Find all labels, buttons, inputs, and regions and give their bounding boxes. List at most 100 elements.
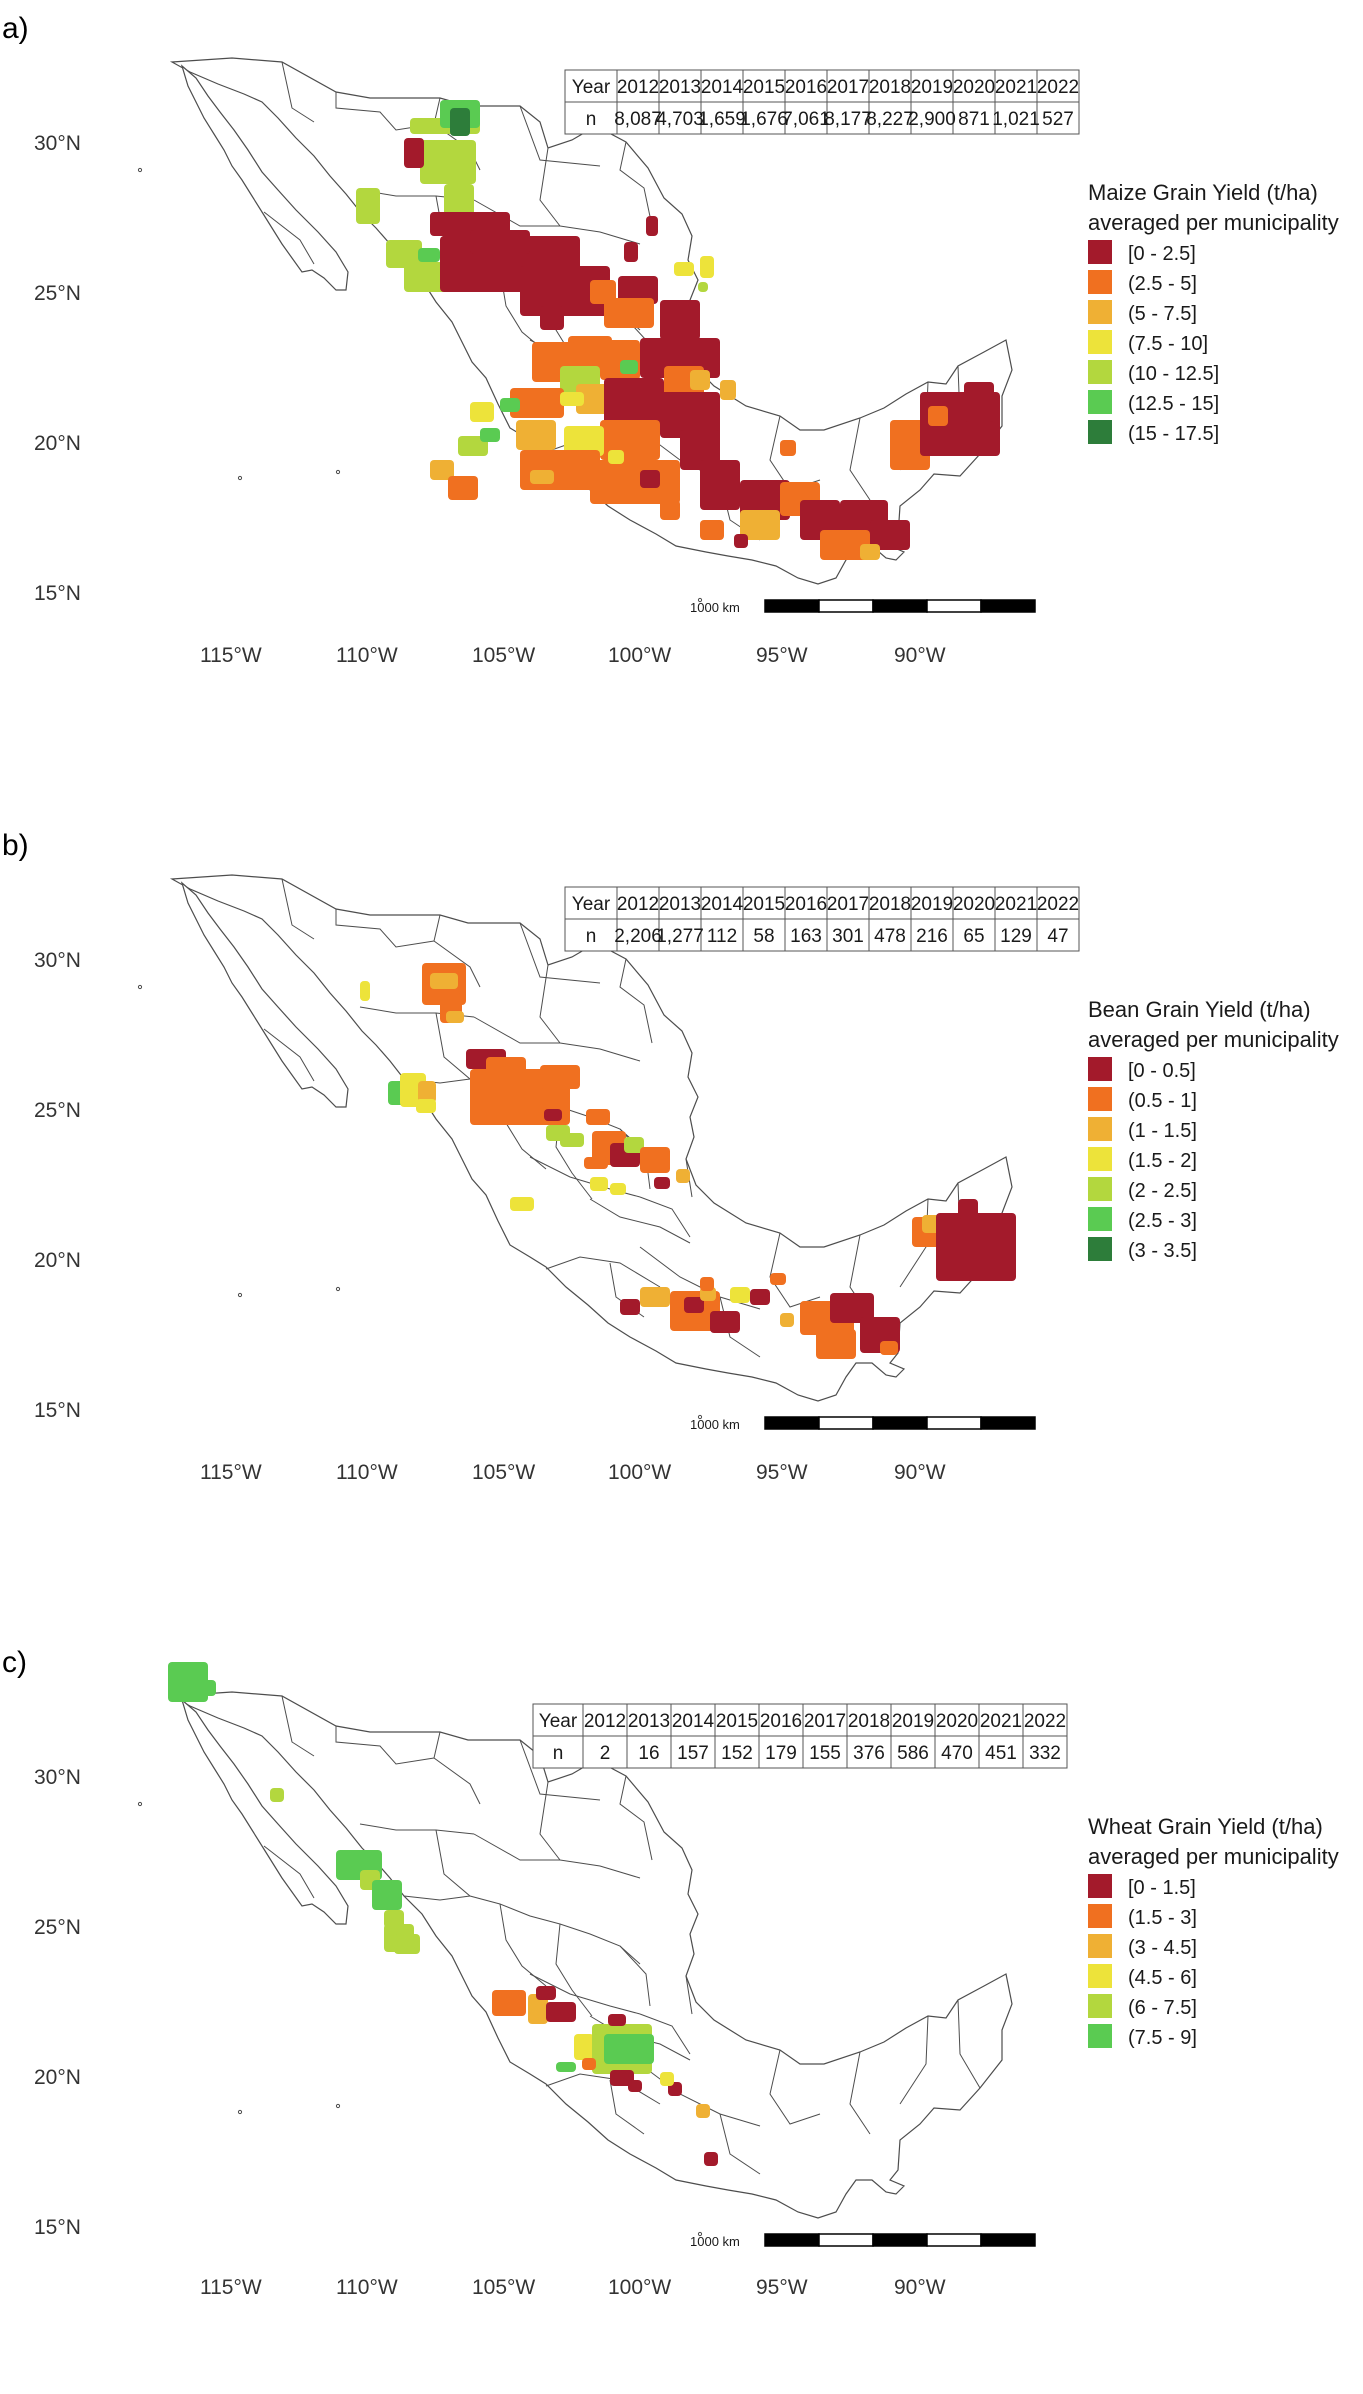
island [335,1286,341,1292]
scale-bar-segment [818,2233,874,2247]
yield-region [430,460,454,480]
state-border [473,1833,641,1879]
table-year-cell: 2021 [995,894,1037,915]
yield-region [384,1910,404,1928]
yield-region [520,266,610,316]
legend-swatch [1088,240,1112,264]
table-count-cell: 2,206 [614,926,662,947]
yield-region [200,1680,216,1696]
legend-label: (7.5 - 9] [1128,2027,1197,2049]
table-count-cell: 470 [941,1743,973,1764]
island [697,597,703,603]
table-count-cell: 332 [1029,1743,1061,1764]
table-year-cell: 2015 [716,1711,758,1732]
lon-label: 115°W [200,2276,262,2299]
lat-axis: 30°N 25°N 20°N 15°N [34,949,81,1422]
scale-label: 1000 km [690,1417,740,1432]
lon-label: 105°W [472,1461,535,1484]
table-year-cell: 2016 [785,77,827,98]
table-year-cell: 2014 [701,77,744,98]
legend-label: (3 - 3.5] [1128,1240,1197,1262]
state-border [473,1016,641,1062]
yield-region [922,1215,940,1233]
yield-region [720,380,736,400]
table-year-cell: 2019 [892,1711,934,1732]
table-count-cell: 157 [677,1743,709,1764]
scale-label: 1000 km [690,2234,740,2249]
scale-bar: 1000 km [690,599,1036,615]
legend-swatch [1088,1904,1112,1928]
yield-region [830,1293,874,1323]
table-count-cell: 301 [832,926,864,947]
lon-label: 110°W [336,644,398,667]
state-border [519,922,601,984]
yield-region [536,1986,556,2000]
yield-region [620,1299,640,1315]
legend-label: (7.5 - 10] [1128,333,1208,355]
legend-swatch [1088,1934,1112,1958]
table-header-n: n [586,109,597,130]
state-border [719,1296,761,1358]
table-count-cell: 58 [753,926,774,947]
state-border [849,2051,871,2135]
legend: Wheat Grain Yield (t/ha) averaged per mu… [1088,1814,1339,2049]
bean-map-svg: b) 30°N 25°N 20°N 15°N 115°W 110°W 105°W… [2,829,1339,1484]
yield-region [372,1880,402,1910]
yield-region [700,256,714,278]
legend-title: Wheat Grain Yield (t/ha) [1088,1814,1323,1839]
yield-region [816,1329,856,1359]
yield-region [446,1011,464,1023]
table-year-cell: 2020 [953,77,995,98]
scale-bar-segment [926,599,982,613]
lon-label: 90°W [894,2276,946,2299]
mexico-outline [169,1691,1013,2219]
yield-region [640,470,660,488]
table-year-cell: 2013 [659,894,701,915]
legend-subtitle: averaged per municipality [1088,1027,1339,1052]
lat-label: 15°N [34,582,81,605]
baja-peninsula [180,881,349,1108]
lon-label: 105°W [472,2276,535,2299]
yield-region [270,1788,284,1802]
state-border [281,878,315,940]
yield-region [628,2080,642,2092]
table-count-cell: 152 [721,1743,753,1764]
yield-region [586,1109,610,1125]
lon-label: 115°W [200,1461,262,1484]
state-border [263,1028,315,1082]
table-year-cell: 2016 [785,894,827,915]
yield-region [676,1169,690,1183]
table-year-cell: 2017 [804,1711,846,1732]
lon-label: 100°W [608,2276,671,2299]
table-year-cell: 2016 [760,1711,802,1732]
baja-peninsula [180,1698,349,1925]
lat-axis: 30°N 25°N 20°N 15°N [34,1766,81,2239]
yield-region [820,530,870,560]
yield-region [654,1177,670,1189]
legend-swatch [1088,270,1112,294]
lat-label: 25°N [34,282,81,305]
lon-label: 115°W [200,644,262,667]
table-year-cell: 2020 [953,894,995,915]
table-count-cell: 163 [790,926,822,947]
lon-label: 105°W [472,644,535,667]
table-count-cell: 1,277 [656,926,704,947]
legend-swatch [1088,1087,1112,1111]
yield-region [492,1990,526,2016]
state-border [433,1731,441,1759]
scale-bar-segment [926,1416,982,1430]
state-border [433,914,441,942]
table-year-cell: 2021 [995,77,1037,98]
yield-region [646,216,658,236]
table-year-cell: 2018 [869,77,911,98]
yield-region [394,1934,420,1954]
state-border [769,2049,821,2125]
table-year-cell: 2017 [827,77,869,98]
yield-region [546,2002,576,2022]
panel-letter: c) [2,1646,27,1679]
legend-subtitle: averaged per municipality [1088,210,1339,235]
state-border [619,141,653,227]
scale-bar-segment [818,599,874,613]
table-count-cell: 65 [963,926,984,947]
island [697,2231,703,2237]
